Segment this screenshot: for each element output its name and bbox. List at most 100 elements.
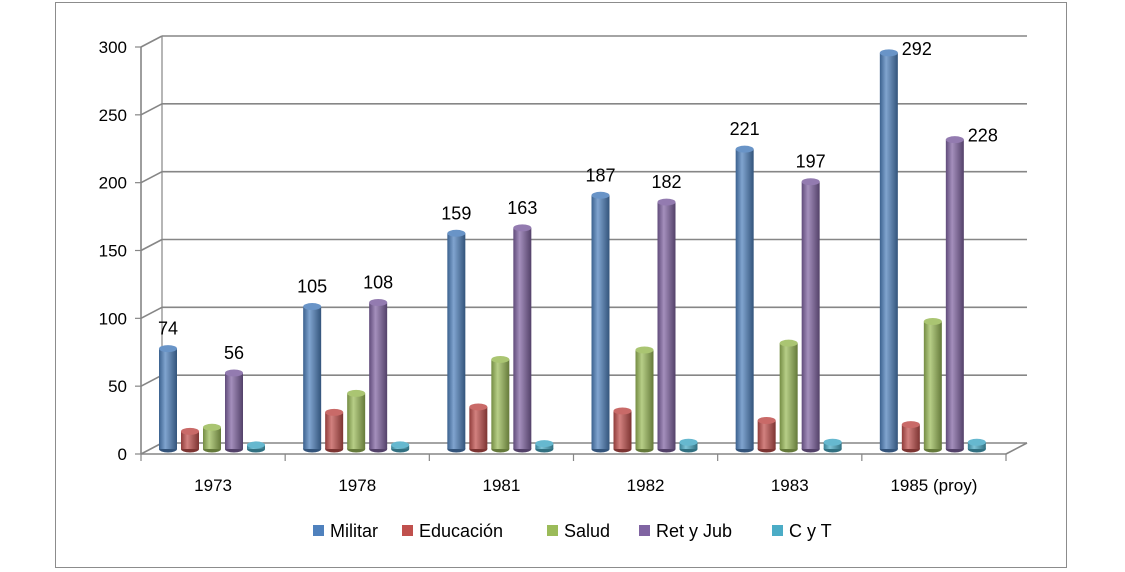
y-tick-label: 150 xyxy=(99,242,127,261)
data-label: 105 xyxy=(297,277,327,297)
legend: Militar Educación Salud Ret y Jub C y T xyxy=(313,521,832,541)
bar-top xyxy=(679,438,698,446)
bar-top xyxy=(159,345,177,353)
bar-body xyxy=(635,349,654,449)
bar-c-y-t-3 xyxy=(679,438,698,453)
y-tick-label: 300 xyxy=(99,38,127,57)
bar-body xyxy=(779,343,798,449)
bar-top xyxy=(447,229,466,237)
data-label: 56 xyxy=(224,343,244,363)
gridline-connector xyxy=(140,35,163,48)
data-label: 221 xyxy=(730,119,760,139)
x-tick-label: 1978 xyxy=(338,476,376,495)
bar-body xyxy=(303,306,322,449)
bar-body xyxy=(347,393,366,449)
bar-body xyxy=(901,424,920,449)
data-label: 159 xyxy=(441,203,471,223)
bar-top xyxy=(535,440,554,448)
bar-educaci-n-5 xyxy=(901,421,920,453)
gridline-connector xyxy=(140,103,163,116)
bar-top xyxy=(635,346,654,354)
bar-educaci-n-3 xyxy=(613,407,632,453)
x-tick-label: 1973 xyxy=(194,476,232,495)
bar-top xyxy=(823,438,842,446)
bar-ret-y-jub-0 xyxy=(225,369,243,453)
bar-militar-2 xyxy=(447,229,466,453)
legend-label: Militar xyxy=(330,521,378,541)
y-tick-label: 200 xyxy=(99,174,127,193)
bar-top xyxy=(325,408,344,416)
bar-body xyxy=(735,149,754,449)
bar-top xyxy=(879,49,898,57)
bar-top xyxy=(657,198,676,206)
bar-ret-y-jub-3 xyxy=(657,198,676,453)
bar-top xyxy=(225,369,243,377)
legend-label: Ret y Jub xyxy=(656,521,732,541)
bar-educaci-n-1 xyxy=(325,408,344,453)
bar-body xyxy=(879,52,898,449)
data-label: 292 xyxy=(902,39,932,59)
data-label: 228 xyxy=(968,126,998,146)
data-label: 187 xyxy=(585,165,615,185)
bar-top xyxy=(181,427,199,435)
bar-top xyxy=(923,317,942,325)
bar-top xyxy=(591,191,610,199)
bar-top xyxy=(391,441,410,449)
gridline-connector xyxy=(140,238,163,252)
bar-top xyxy=(347,389,366,397)
legend-item-ret-y-jub: Ret y Jub xyxy=(639,521,732,541)
bar-top xyxy=(945,136,964,144)
bar-body xyxy=(181,431,199,449)
x-axis-depth-edge xyxy=(1005,442,1028,455)
bar-top xyxy=(303,303,322,311)
data-label-layer: 74 105 159 187 221 292 56 108 163 182 197 228 xyxy=(158,39,998,363)
bar-educaci-n-0 xyxy=(181,427,199,453)
bar-ret-y-jub-2 xyxy=(513,224,532,453)
y-tick-label: 50 xyxy=(108,377,127,396)
bar-top xyxy=(967,438,986,446)
bar-militar-3 xyxy=(591,191,610,453)
x-tick-label: 1983 xyxy=(771,476,809,495)
bar-top xyxy=(757,417,776,425)
bar-top xyxy=(469,403,488,411)
bar-top xyxy=(491,355,510,363)
bar-c-y-t-4 xyxy=(823,438,842,453)
bar-body xyxy=(447,233,466,449)
legend-item-salud: Salud xyxy=(547,521,610,541)
bar-ret-y-jub-1 xyxy=(369,298,388,453)
bar-top xyxy=(613,407,632,415)
bar-top xyxy=(369,298,388,306)
bar-top xyxy=(513,224,532,232)
bar-ret-y-jub-4 xyxy=(801,178,820,453)
data-label: 108 xyxy=(363,272,393,292)
data-label: 197 xyxy=(796,152,826,172)
y-tick-label: 250 xyxy=(99,106,127,125)
bar-c-y-t-1 xyxy=(391,441,410,453)
legend-item-c-y-t: C y T xyxy=(772,521,832,541)
bar-salud-4 xyxy=(779,339,798,453)
bar-salud-1 xyxy=(347,389,366,453)
legend-swatch xyxy=(547,525,558,536)
y-tick-label: 100 xyxy=(99,309,127,328)
legend-label: Educación xyxy=(419,521,503,541)
gridline-connector xyxy=(140,306,163,320)
bar-top xyxy=(901,421,920,429)
legend-swatch xyxy=(313,525,324,536)
x-tick-label: 1981 xyxy=(483,476,521,495)
bar-body xyxy=(591,195,610,449)
bar-body xyxy=(491,359,510,449)
bar-top xyxy=(801,178,820,186)
bar-salud-3 xyxy=(635,346,654,453)
legend-swatch xyxy=(772,525,783,536)
chart-frame: 0 50 100 150 200 250 300 1973 1978 1981 1982 1983 19… xyxy=(55,2,1067,568)
legend-swatch xyxy=(639,525,650,536)
legend-swatch xyxy=(402,525,413,536)
legend-label: Salud xyxy=(564,521,610,541)
legend-item-militar: Militar xyxy=(313,521,378,541)
bar-body xyxy=(369,302,388,449)
data-label: 182 xyxy=(651,172,681,192)
bar-c-y-t-0 xyxy=(247,441,265,453)
bar-educaci-n-2 xyxy=(469,403,488,453)
x-tick-label: 1985 (proy) xyxy=(890,476,977,495)
bar-body xyxy=(657,202,676,449)
